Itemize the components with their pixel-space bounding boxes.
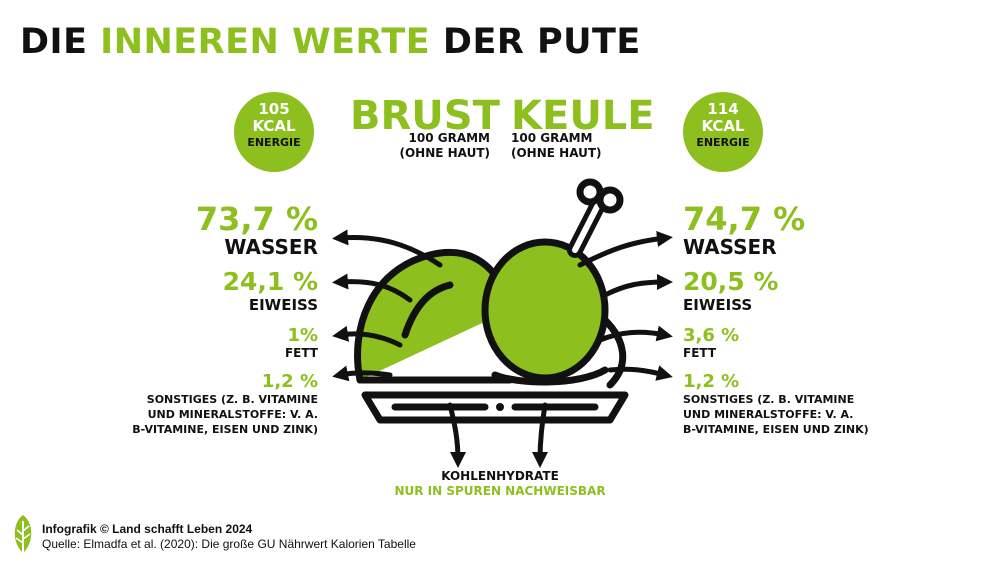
keule-sonstiges-line-1: SONSTIGES (Z. B. VITAMINE bbox=[683, 393, 855, 406]
brust-fett-label: FETT bbox=[284, 346, 318, 360]
keule-title: KEULE bbox=[511, 93, 655, 139]
keule-energy-label: ENERGIE bbox=[696, 136, 750, 149]
keule-wasser-value: 74,7 % bbox=[683, 200, 806, 238]
keule-note: (OHNE HAUT) bbox=[511, 146, 602, 160]
brust-title: BRUST bbox=[350, 93, 500, 139]
kohlenhydrate-note: KOHLENHYDRATE NUR IN SPUREN NACHWEISBAR bbox=[350, 469, 650, 499]
brust-note: (OHNE HAUT) bbox=[399, 146, 490, 160]
credit-block: Infografik © Land schafft Leben 2024 Que… bbox=[42, 522, 416, 552]
title-part-3: DER PUTE bbox=[430, 22, 641, 62]
kohlenhydrate-label: KOHLENHYDRATE bbox=[441, 469, 559, 483]
brust-energy-value: 105 bbox=[258, 100, 290, 118]
keule-subtitle: 100 GRAMM (OHNE HAUT) bbox=[511, 131, 602, 161]
brust-energy-label: ENERGIE bbox=[247, 136, 301, 149]
credit-line-2: Quelle: Elmadfa et al. (2020): Die große… bbox=[42, 537, 416, 551]
brust-eiweiss-label: EIWEISS bbox=[248, 296, 318, 314]
brust-energy-unit: KCAL bbox=[252, 117, 296, 135]
brust-amount: 100 GRAMM bbox=[408, 131, 491, 145]
keule-eiweiss-label: EIWEISS bbox=[683, 296, 753, 314]
keule-wasser: 74,7 % WASSER bbox=[683, 202, 805, 258]
brust-sonstiges-line-2: UND MINERALSTOFFE: V. A. bbox=[147, 408, 318, 421]
page-title: DIE INNEREN WERTE DER PUTE bbox=[20, 22, 641, 62]
brust-sonstiges-value: 1,2 % bbox=[261, 371, 318, 392]
brust-eiweiss: 24,1 % EIWEISS bbox=[222, 267, 318, 315]
brust-energy-badge: 105 KCAL ENERGIE bbox=[234, 92, 314, 172]
brust-subtitle: 100 GRAMM (OHNE HAUT) bbox=[390, 131, 490, 161]
keule-energy-unit: KCAL bbox=[701, 117, 745, 135]
keule-sonstiges-line-3: B-VITAMINE, EISEN UND ZINK) bbox=[683, 423, 869, 436]
brust-sonstiges-line-3: B-VITAMINE, EISEN UND ZINK) bbox=[132, 423, 318, 436]
brust-wasser-label: WASSER bbox=[224, 235, 318, 259]
keule-sonstiges-line-2: UND MINERALSTOFFE: V. A. bbox=[683, 408, 854, 421]
title-part-1: DIE bbox=[20, 22, 101, 62]
brust-fett: 1% FETT bbox=[284, 325, 318, 361]
leaf-logo-icon bbox=[14, 515, 32, 553]
keule-energy-badge: 114 KCAL ENERGIE bbox=[683, 92, 763, 172]
brust-wasser: 73,7 % WASSER bbox=[196, 202, 318, 258]
keule-sonstiges-value: 1,2 % bbox=[683, 371, 740, 392]
kohlenhydrate-detail: NUR IN SPUREN NACHWEISBAR bbox=[394, 484, 606, 498]
turkey-roast-icon bbox=[332, 178, 674, 469]
keule-wasser-label: WASSER bbox=[683, 235, 777, 259]
keule-fett: 3,6 % FETT bbox=[683, 325, 740, 361]
keule-energy-value: 114 bbox=[707, 100, 739, 118]
keule-amount: 100 GRAMM bbox=[511, 131, 593, 145]
brust-fett-value: 1% bbox=[287, 325, 318, 346]
keule-fett-label: FETT bbox=[683, 346, 717, 360]
brust-eiweiss-value: 24,1 % bbox=[222, 267, 318, 296]
title-part-2: INNEREN WERTE bbox=[100, 22, 431, 62]
brust-wasser-value: 73,7 % bbox=[195, 200, 318, 238]
keule-fett-value: 3,6 % bbox=[683, 325, 740, 346]
keule-eiweiss: 20,5 % EIWEISS bbox=[683, 267, 779, 315]
credit-line-1: Infografik © Land schafft Leben 2024 bbox=[42, 522, 253, 536]
brust-sonstiges: 1,2 % SONSTIGES (Z. B. VITAMINE UND MINE… bbox=[132, 372, 318, 437]
keule-eiweiss-value: 20,5 % bbox=[683, 267, 779, 296]
keule-sonstiges: 1,2 % SONSTIGES (Z. B. VITAMINE UND MINE… bbox=[683, 372, 869, 437]
brust-sonstiges-line-1: SONSTIGES (Z. B. VITAMINE bbox=[146, 393, 318, 406]
